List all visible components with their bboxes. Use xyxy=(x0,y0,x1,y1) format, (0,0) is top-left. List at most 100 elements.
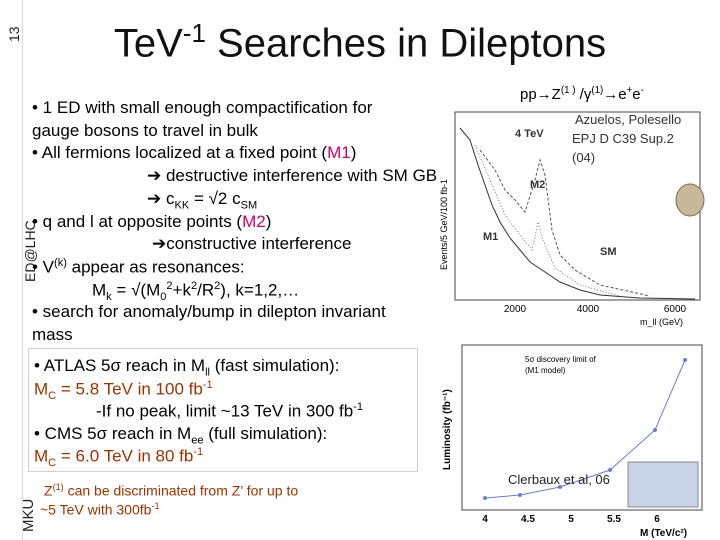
text-line: • All fermions localized at a fixed poin… xyxy=(32,143,356,163)
text-run: - xyxy=(640,85,644,96)
text-run: M2 xyxy=(242,211,266,231)
text-run: gauge bosons to travel in bulk xyxy=(32,120,258,140)
plot-text: m_ll (GeV) xyxy=(640,317,683,327)
text-run: M xyxy=(34,446,49,466)
text-run: ) xyxy=(350,143,357,163)
curve xyxy=(479,149,651,297)
text-run: + xyxy=(626,85,633,96)
text-run: →e xyxy=(603,86,627,103)
plot-text: (M1 model) xyxy=(525,366,566,375)
plot-text: M (TeV/c²) xyxy=(640,528,687,539)
text-run: C xyxy=(48,389,57,402)
plot-text: 5σ discovery limit of xyxy=(525,355,597,364)
text-run: -1 xyxy=(151,501,160,511)
text-line: • 1 ED with small enough compactificatio… xyxy=(32,98,372,118)
text-line: ➔ cKK = √2 cSM xyxy=(147,189,257,211)
plot-text: 5 xyxy=(568,514,574,525)
text-line: Z(1) can be discriminated from Z’ for up… xyxy=(44,482,298,499)
text-run: = √(M xyxy=(111,280,161,300)
text-run: -1 xyxy=(182,18,206,48)
text-run: (fast simulation): xyxy=(210,356,340,375)
text-line: gauge bosons to travel in bulk xyxy=(32,121,258,141)
divider xyxy=(22,0,23,540)
plot-labels: 5σ discovery limit of (M1 model) 4 4.5 5 5.5 6… xyxy=(442,355,687,539)
text-line: • CMS 5σ reach in Mee (full simulation): xyxy=(34,424,327,446)
text-line: • q and l at opposite points (M2) xyxy=(32,212,271,232)
citation: EPJ D C39 Sup.2 xyxy=(572,131,674,146)
text-box xyxy=(28,348,418,472)
text-run: M xyxy=(92,280,107,300)
text-run: /R xyxy=(197,280,215,300)
text-run: e xyxy=(632,86,641,103)
plot-text: 6 xyxy=(654,514,660,525)
text-run: ~5 TeV with 300fb xyxy=(40,501,152,518)
plot-labels: 4 TeV M2 M1 SM 2000 4000 6000 m_ll (GeV) Events/… xyxy=(439,128,687,327)
plot-text: 5.5 xyxy=(607,514,621,525)
text-run: pp→Z xyxy=(520,86,561,103)
text-run: • q and l at opposite points ( xyxy=(32,211,243,231)
curve xyxy=(474,144,621,297)
plot-text: SM xyxy=(600,246,617,258)
text-run: SM xyxy=(240,199,258,212)
text-run: -1 xyxy=(193,446,204,458)
text-run: 0 xyxy=(160,290,167,303)
text-run: (1) xyxy=(591,85,604,96)
text-run: = √2 c xyxy=(189,188,241,208)
text-run: -If no peak, limit ~13 TeV in 300 fb xyxy=(96,401,354,421)
plot-text: M2 xyxy=(530,179,545,191)
plot-text: M1 xyxy=(483,231,498,243)
text-run: (1 ) xyxy=(560,85,576,96)
text-line: ➔ destructive interference with SM GB xyxy=(147,166,437,186)
text-run: = 6.0 TeV in 80 fb xyxy=(56,446,194,466)
text-run: Searches in Dileptons xyxy=(205,21,607,66)
text-run: • 1 ED with small enough compactificatio… xyxy=(32,98,373,117)
curve xyxy=(484,359,686,499)
text-run: appear as resonances: xyxy=(66,257,245,277)
text-run: ➔constructive interference xyxy=(152,234,352,254)
text-run: M1 xyxy=(327,143,351,163)
plot-text: Luminosity (fb⁻¹) xyxy=(442,389,453,470)
text-run: C xyxy=(48,457,57,470)
text-run: • All fermions localized at a fixed poin… xyxy=(32,143,328,163)
text-run: ee xyxy=(191,433,204,446)
plot-text: 4 xyxy=(482,514,488,525)
plot-text: 4.5 xyxy=(521,514,535,525)
text-line: MC = 6.0 TeV in 80 fb-1 xyxy=(34,446,203,469)
text-line: -If no peak, limit ~13 TeV in 300 fb-1 xyxy=(96,401,363,422)
text-run: ➔ destructive interference with SM GB xyxy=(147,166,438,186)
text-run: k xyxy=(106,290,112,303)
text-run: • V xyxy=(32,257,55,277)
text-line: ~5 TeV with 300fb-1 xyxy=(40,501,160,518)
text-run: +k xyxy=(172,280,191,300)
text-run: ), k=1,2,… xyxy=(220,280,300,300)
text-line: • V(k) appear as resonances: xyxy=(32,257,245,278)
text-run: ) xyxy=(265,211,272,231)
text-run: (k) xyxy=(54,256,67,269)
citation: (04) xyxy=(572,150,596,165)
plot-2: 5σ discovery limit of (M1 model) 4 4.5 5 5.5 6… xyxy=(442,344,703,539)
text-run: /γ xyxy=(575,86,592,103)
text-run: (full simulation): xyxy=(203,423,328,443)
text-run: • CMS 5σ reach in M xyxy=(34,423,192,443)
text-run: Z xyxy=(44,482,53,499)
text-line: ➔constructive interference xyxy=(152,234,351,254)
text-run: (1) xyxy=(52,482,64,492)
plot-text: 6000 xyxy=(664,304,687,315)
logo xyxy=(675,183,705,217)
plot-frame xyxy=(454,111,701,301)
text-run: M xyxy=(34,379,49,399)
citation: Azuelos, Polesello xyxy=(575,112,682,127)
text-run: can be discriminated from Z’ for up to xyxy=(63,482,299,499)
plot-text: 4000 xyxy=(577,304,600,315)
text-run: • search for anomaly/bump in dilepton in… xyxy=(32,302,386,322)
text-run: -1 xyxy=(202,378,213,391)
text-run: 2 xyxy=(166,279,173,292)
text-run: KK xyxy=(174,199,190,212)
text-line: pp→Z(1 ) /γ(1)→e+e- xyxy=(520,85,644,103)
curve xyxy=(459,127,696,300)
text-line: • ATLAS 5σ reach in Mll (fast simulation… xyxy=(34,356,339,378)
text-line: Mk = √(M02+k2/R2), k=1,2,… xyxy=(92,280,299,303)
text-run: 2 xyxy=(190,279,198,292)
